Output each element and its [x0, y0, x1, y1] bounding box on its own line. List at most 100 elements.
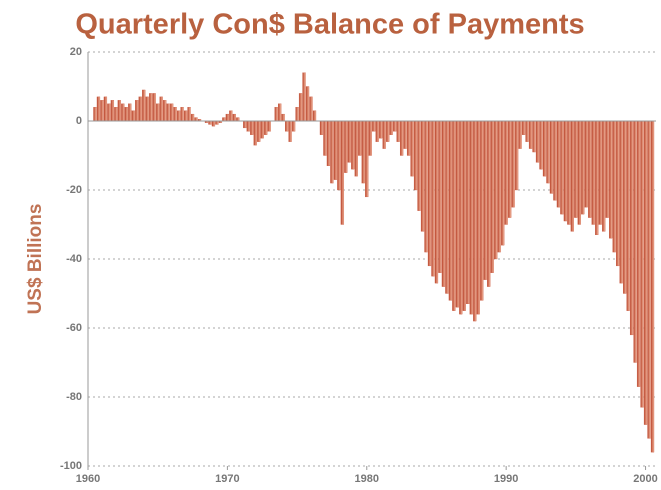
- chart-title: Quarterly Con$ Balance of Payments: [75, 9, 584, 41]
- bar: [636, 120, 641, 387]
- bar: [521, 120, 526, 135]
- bar: [319, 120, 324, 135]
- bar: [640, 120, 644, 408]
- bar: [257, 120, 261, 142]
- bar: [326, 120, 331, 166]
- bar: [445, 120, 449, 294]
- bar: [121, 103, 125, 122]
- bar: [96, 96, 101, 122]
- bar: [274, 107, 278, 122]
- bar: [288, 120, 292, 142]
- bar: [647, 120, 651, 439]
- bar: [267, 120, 271, 132]
- bar: [455, 120, 460, 308]
- bar: [232, 113, 236, 122]
- bar: [476, 120, 480, 315]
- bar: [420, 120, 425, 232]
- bar: [560, 120, 564, 215]
- bar: [584, 120, 588, 208]
- bar: [570, 120, 574, 232]
- y-tick-label: -100: [60, 460, 82, 472]
- bar: [417, 120, 421, 211]
- bar: [236, 117, 240, 122]
- bar: [312, 110, 317, 122]
- bar: [497, 120, 501, 253]
- bar: [361, 120, 365, 184]
- bar: [438, 120, 442, 273]
- y-tick-label: -80: [66, 391, 82, 403]
- bar: [180, 107, 184, 122]
- bar: [351, 120, 355, 170]
- bar: [602, 120, 606, 232]
- bar: [250, 120, 254, 135]
- bar: [215, 120, 219, 125]
- bar: [358, 120, 362, 156]
- bar: [619, 120, 623, 284]
- bar: [616, 120, 620, 267]
- y-tick-label: -20: [66, 184, 82, 196]
- bar: [302, 72, 306, 122]
- bar: [138, 96, 142, 122]
- bar: [539, 120, 543, 170]
- bar: [514, 120, 519, 191]
- bar: [528, 120, 533, 149]
- bar: [124, 107, 128, 122]
- bar: [424, 120, 428, 253]
- bar: [413, 120, 418, 191]
- bar: [525, 120, 529, 142]
- bar: [110, 100, 115, 122]
- bar: [399, 120, 404, 156]
- bar: [480, 120, 484, 301]
- bar: [323, 120, 327, 156]
- bar: [229, 110, 233, 122]
- bar: [508, 120, 512, 218]
- x-tick-label: 2000: [633, 473, 657, 485]
- bar: [152, 93, 156, 122]
- bar: [542, 120, 547, 177]
- bar: [260, 120, 264, 139]
- bar: [176, 110, 181, 122]
- bar: [187, 107, 191, 122]
- bar: [225, 113, 230, 122]
- bar: [448, 120, 453, 301]
- bar: [194, 117, 198, 122]
- bar: [365, 120, 369, 198]
- bar: [379, 120, 383, 139]
- bar: [504, 120, 508, 225]
- bar: [633, 120, 637, 363]
- bar: [556, 120, 561, 208]
- bar: [330, 120, 334, 184]
- bar: [347, 120, 351, 163]
- bar: [605, 120, 609, 218]
- bar: [211, 120, 216, 127]
- bar: [291, 120, 296, 132]
- bar: [459, 120, 463, 315]
- bar: [431, 120, 435, 277]
- bar: [591, 120, 595, 225]
- bar: [173, 107, 177, 122]
- bar: [598, 120, 602, 225]
- bar: [577, 120, 581, 225]
- bar: [183, 110, 188, 122]
- bar: [483, 120, 487, 280]
- bar: [170, 103, 174, 122]
- bar: [563, 120, 568, 222]
- bar: [368, 120, 372, 156]
- bar: [441, 120, 446, 287]
- bar: [243, 120, 247, 129]
- bar: [156, 103, 160, 122]
- bar: [501, 120, 505, 246]
- bar: [466, 120, 470, 305]
- bar: [427, 120, 432, 267]
- bar: [375, 120, 379, 142]
- y-tick-label: -60: [66, 322, 82, 334]
- bar: [553, 120, 557, 201]
- y-axis-label: US$ Billions: [25, 204, 46, 315]
- bar: [588, 120, 592, 218]
- bar: [567, 120, 571, 225]
- bar: [626, 120, 630, 311]
- bar: [222, 117, 226, 122]
- x-tick-label: 1980: [355, 473, 379, 485]
- bar: [100, 100, 104, 122]
- bar: [434, 120, 439, 284]
